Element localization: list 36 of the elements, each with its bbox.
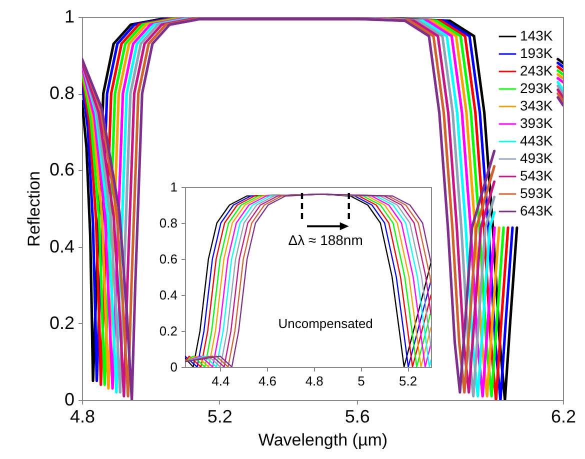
x-axis-title: Wavelength (µm) xyxy=(258,430,388,450)
y-tick-label: 0.6 xyxy=(159,252,178,266)
y-axis-title: Reflection xyxy=(24,171,44,247)
y-tick-label: 1 xyxy=(64,6,74,26)
x-tick-label: 4.8 xyxy=(70,406,96,426)
annotation: Δλ ≈ 188nm xyxy=(288,232,363,248)
y-tick-label: 0.2 xyxy=(159,324,178,338)
x-tick-label: 6.2 xyxy=(550,406,576,426)
legend-label: 193K xyxy=(520,45,554,61)
legend-label: 643K xyxy=(520,202,554,218)
y-tick-label: 0.6 xyxy=(49,160,74,180)
y-tick-label: 0.4 xyxy=(159,288,178,302)
x-tick-label: 4.4 xyxy=(212,374,230,388)
legend-label: 343K xyxy=(520,98,554,114)
legend-label: 393K xyxy=(520,115,554,131)
legend-label: 543K xyxy=(520,168,554,184)
legend-label: 493K xyxy=(520,150,554,166)
x-tick-label: 5.2 xyxy=(207,406,232,426)
legend-label: 593K xyxy=(520,185,554,201)
legend-label: 293K xyxy=(520,80,554,96)
y-tick-label: 0 xyxy=(64,390,74,410)
x-tick-label: 4.6 xyxy=(258,374,277,388)
y-tick-label: 0.8 xyxy=(159,216,178,230)
legend-label: 443K xyxy=(520,132,554,148)
legend-label: 243K xyxy=(520,62,554,78)
y-tick-label: 0 xyxy=(170,360,178,374)
x-tick-label: 5 xyxy=(358,374,365,388)
x-tick-label: 4.8 xyxy=(305,374,324,388)
x-tick-label: 5.6 xyxy=(344,406,370,426)
y-tick-label: 0.2 xyxy=(49,312,74,333)
annotation: Uncompensated xyxy=(278,316,373,331)
legend-label: 143K xyxy=(520,28,554,44)
y-tick-label: 0.4 xyxy=(49,236,74,256)
y-tick-label: 0.8 xyxy=(49,83,74,104)
y-tick-label: 1 xyxy=(170,180,178,194)
x-tick-label: 5.2 xyxy=(399,374,418,388)
